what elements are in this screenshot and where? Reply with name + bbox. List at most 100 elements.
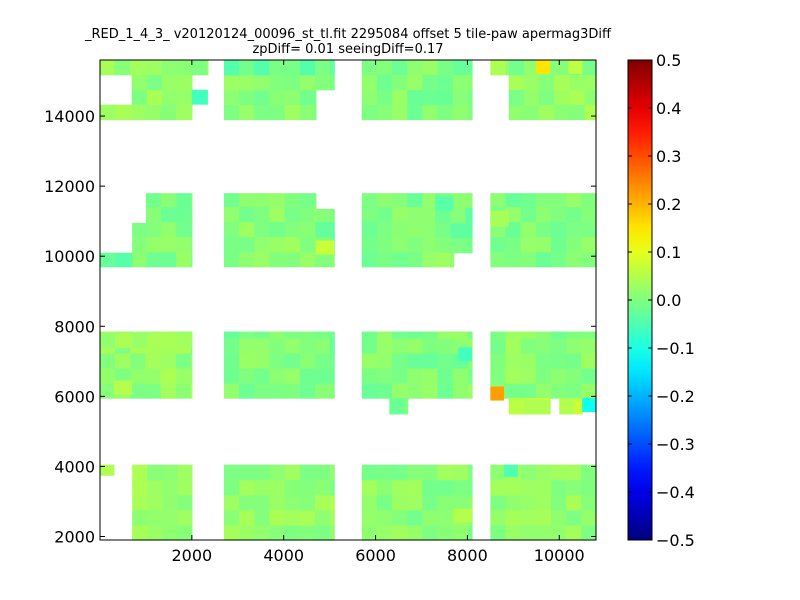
heatmap-cell <box>239 206 255 223</box>
chart-title-line-2: zpDiff= 0.01 seeingDiff=0.17 <box>252 42 443 57</box>
heatmap-cell <box>508 89 525 106</box>
heatmap-cell <box>254 464 271 481</box>
heatmap-cell <box>437 479 454 496</box>
heatmap-cell <box>550 464 567 481</box>
heatmap-cell <box>161 206 177 223</box>
heatmap-cell <box>361 60 378 75</box>
heatmap-cell <box>581 524 597 541</box>
heatmap-cell <box>330 74 335 91</box>
heatmap-cell <box>132 509 148 526</box>
heatmap-cell <box>376 251 393 268</box>
heatmap-cell <box>422 89 439 106</box>
heatmap-cell <box>284 236 301 253</box>
heatmap-cell <box>550 337 567 354</box>
heatmap-cell <box>437 509 454 526</box>
heatmap-cell <box>437 89 454 106</box>
heatmap-cell <box>581 464 597 481</box>
heatmap-cell <box>566 464 582 481</box>
heatmap-cell <box>330 60 335 76</box>
heatmap-cell <box>376 193 393 208</box>
heatmap-cell <box>100 367 116 384</box>
heatmap-cell <box>315 221 332 238</box>
heatmap-cell <box>392 221 408 238</box>
heatmap-cell <box>422 74 439 91</box>
heatmap-cell <box>422 236 436 253</box>
heatmap-cell-highlight <box>582 398 596 413</box>
heatmap-cell <box>145 347 162 354</box>
heatmap-cell <box>505 479 522 496</box>
heatmap-cell <box>254 331 271 339</box>
heatmap-cell <box>392 367 408 384</box>
heatmap-cell <box>147 524 164 541</box>
heatmap-cell <box>581 236 597 253</box>
heatmap-cell <box>224 383 240 399</box>
heatmap-cell <box>490 352 507 369</box>
heatmap-cell <box>467 74 473 91</box>
heatmap-cell <box>554 104 570 121</box>
heatmap-cell <box>505 206 522 223</box>
heatmap-cell <box>581 331 597 339</box>
heatmap-cell <box>145 251 162 268</box>
heatmap-cell <box>160 352 177 369</box>
heatmap-cell <box>407 494 423 511</box>
heatmap-cell <box>407 509 423 526</box>
heatmap-cell-highlight <box>191 89 208 105</box>
heatmap-cell <box>467 494 473 511</box>
heatmap-cell <box>581 367 597 384</box>
heatmap-cell <box>145 367 162 384</box>
heatmap-cell <box>191 193 193 208</box>
heatmap-cell <box>132 236 147 253</box>
heatmap-cell <box>190 104 193 121</box>
heatmap-cell <box>467 89 473 106</box>
heatmap-cell <box>581 221 597 238</box>
heatmap-cell <box>505 383 522 399</box>
heatmap-cell <box>239 193 255 208</box>
heatmap-cell <box>115 252 131 268</box>
heatmap-cell <box>299 206 316 223</box>
heatmap-cell <box>254 383 271 399</box>
y-tick-label: 8000 <box>54 317 95 336</box>
heatmap-cell <box>284 60 301 76</box>
heatmap-cell <box>239 251 255 268</box>
heatmap-cell <box>162 524 179 541</box>
heatmap-cell <box>146 74 163 91</box>
plot-frame <box>99 59 597 541</box>
heatmap-cell <box>422 221 436 238</box>
heatmap-cell <box>376 60 393 75</box>
heatmap-cell <box>452 479 469 496</box>
heatmap-cell <box>361 337 378 354</box>
heatmap-cell <box>361 479 378 496</box>
heatmap-cell <box>177 494 193 511</box>
heatmap-cell <box>376 74 393 91</box>
heatmap-cell <box>145 236 162 253</box>
heatmap-cell <box>452 74 469 91</box>
heatmap-cell <box>191 236 193 253</box>
heatmap-cell <box>452 494 469 511</box>
heatmap-cell <box>539 74 555 91</box>
heatmap-cell-highlight <box>435 196 454 211</box>
heatmap-cell <box>224 352 240 369</box>
heatmap-cell <box>407 367 423 384</box>
heatmap-cell <box>376 236 393 253</box>
heatmap-cell-highlight <box>490 386 505 401</box>
colorbar-tick-label: 0.3 <box>656 147 681 166</box>
heatmap-cell <box>389 398 406 400</box>
heatmap-cell <box>299 251 316 268</box>
heatmap-cell <box>490 509 507 526</box>
heatmap-cell <box>239 221 255 238</box>
heatmap-cell <box>269 524 286 541</box>
heatmap-cell <box>239 89 255 106</box>
heatmap-cell <box>254 193 271 208</box>
heatmap-cell <box>162 332 179 348</box>
heatmap-cell <box>299 383 316 399</box>
heatmap-cell <box>115 332 131 348</box>
heatmap-cell-highlight <box>100 60 114 75</box>
heatmap-cell <box>523 104 540 121</box>
heatmap-cell <box>254 104 271 121</box>
heatmap-cell <box>207 60 209 76</box>
colorbar-tick-label: −0.1 <box>656 339 695 358</box>
heatmap-cell <box>176 236 192 253</box>
heatmap-cell <box>407 60 423 75</box>
heatmap-cell <box>284 464 301 481</box>
heatmap-cell <box>299 464 316 481</box>
